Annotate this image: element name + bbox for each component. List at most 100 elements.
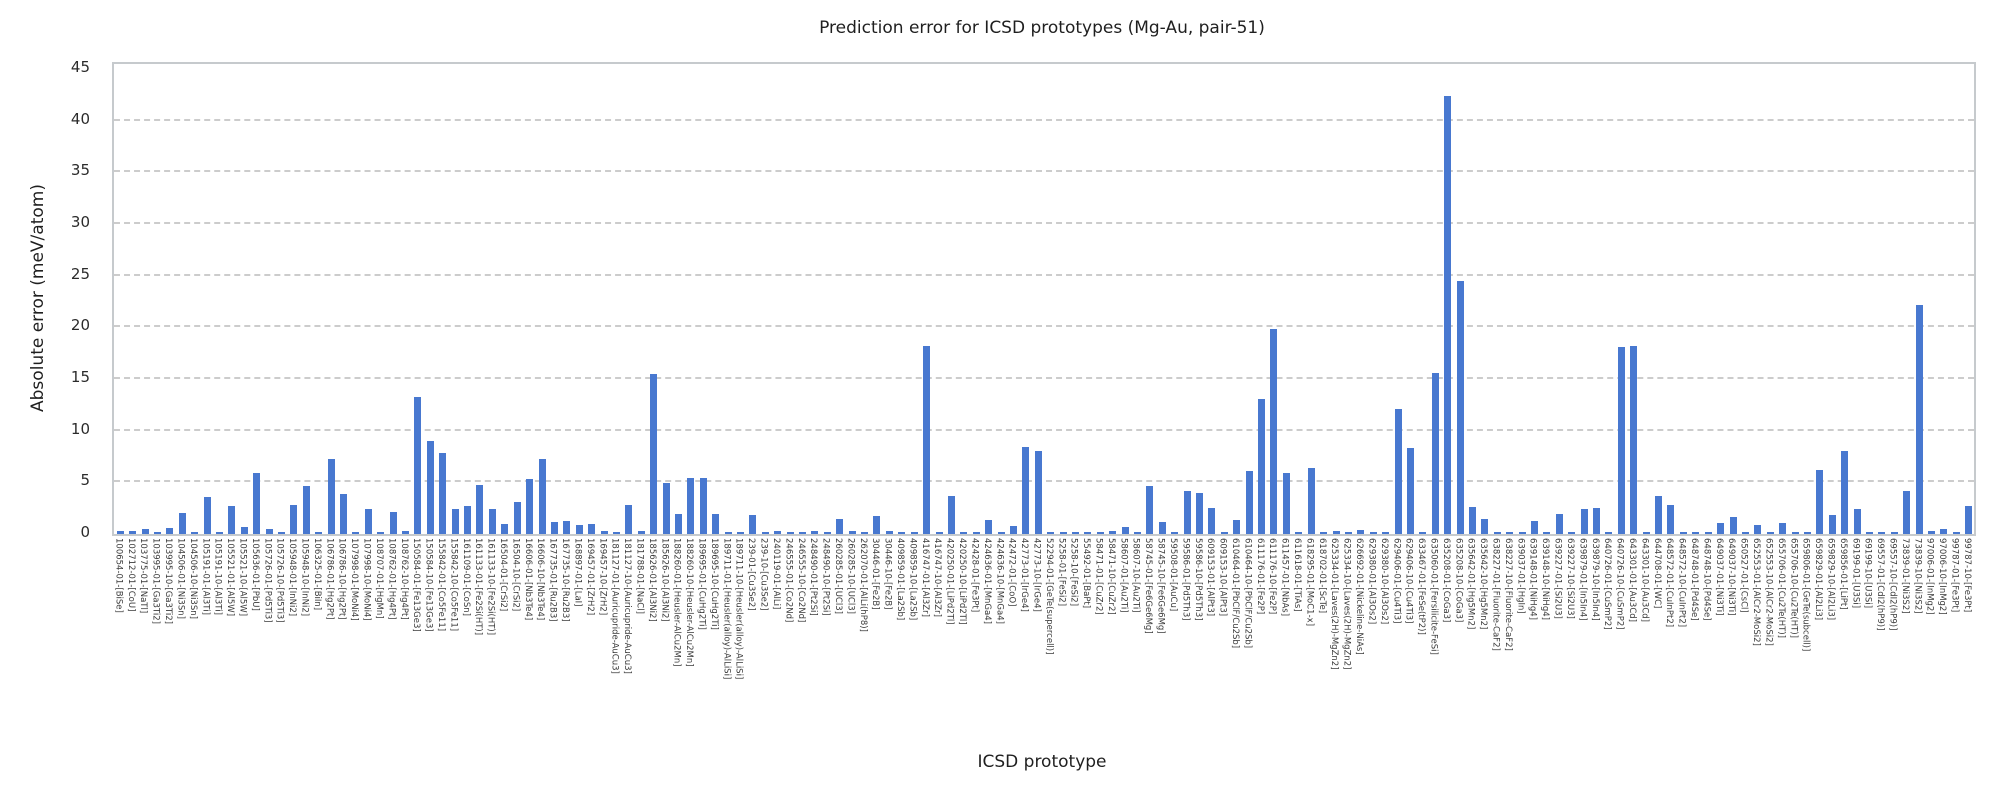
bar-slot — [263, 64, 275, 534]
x-tick-label: 648748-10-[Pd4Se] — [1701, 538, 1712, 621]
bar-slot — [176, 64, 188, 534]
bar-slot — [1801, 64, 1813, 534]
bar — [724, 531, 732, 534]
bar — [674, 514, 682, 534]
x-tick-label: 185626-10-[Al3Ni2] — [659, 538, 670, 622]
x-tick-label: 655706-01-[Cu2Te(HT)] — [1775, 538, 1786, 638]
bar — [476, 485, 484, 534]
gridline — [114, 118, 1974, 121]
x-tick-label: 108762-01-[Hg4Pt] — [386, 538, 397, 620]
bar — [451, 509, 459, 534]
bar-slot — [1727, 64, 1739, 534]
bar-slot — [1640, 64, 1652, 534]
bar — [1940, 528, 1948, 534]
bar — [1729, 517, 1737, 534]
bar — [1555, 514, 1563, 534]
bar — [1828, 515, 1836, 534]
y-tick-label: 0 — [80, 523, 90, 541]
x-tick-label: 644708-01-[WC] — [1651, 538, 1662, 609]
bar-slot — [1193, 64, 1205, 534]
bar — [364, 509, 372, 534]
bar-slot — [1690, 64, 1702, 534]
bar — [1506, 531, 1514, 534]
bar — [1096, 531, 1104, 534]
chart-title: Prediction error for ICSD prototypes (Mg… — [819, 18, 1265, 38]
bar-slot — [747, 64, 759, 534]
x-tick-label: 5258-10-[FeSi2] — [1068, 538, 1079, 607]
bar — [191, 531, 199, 534]
bar-slot — [474, 64, 486, 534]
bar-slot — [995, 64, 1007, 534]
bar — [153, 531, 161, 534]
bar-slot — [1677, 64, 1689, 534]
x-tick-label: 42773-10-[IrGe4] — [1031, 538, 1042, 612]
x-tick-label: 409859-01-[La2Sb] — [895, 538, 905, 621]
x-tick-label: 648748-01-[Pd4Se] — [1689, 538, 1699, 621]
bar-slot — [1504, 64, 1516, 534]
x-tick-label: 248490-01-[Pt2Si] — [808, 538, 819, 616]
x-tick-label: 99787-01-[Fe3Pt] — [1949, 538, 1960, 613]
x-tick-label: 105521-01-[Al5W] — [225, 538, 236, 617]
x-tick-label: 629380-10-[Al3Os2] — [1378, 538, 1389, 625]
x-tick-label: 16606-10-[Nb3Te4] — [535, 538, 546, 621]
x-tick-label: 239-01-[Cu3Se2] — [746, 538, 757, 611]
bar-slot — [1851, 64, 1863, 534]
bar — [1233, 519, 1241, 534]
x-tick-label: 618702-01-[ScTe] — [1316, 538, 1327, 614]
bar-slot — [337, 64, 349, 534]
bar — [885, 530, 893, 534]
x-tick-label: 618295-01-[MoC1-x] — [1304, 538, 1315, 627]
bar — [1431, 372, 1439, 534]
x-tick-label: 105521-10-[Al5W] — [237, 538, 248, 617]
x-tick-label: 185626-01-[Al3Ni2] — [646, 538, 657, 622]
x-tick-label: 629380-01-[Al3Os2] — [1366, 538, 1377, 625]
x-tick-label: 168897-01-[LaI] — [572, 538, 583, 607]
bar — [600, 530, 608, 534]
bar — [315, 531, 323, 534]
bar-slot — [1429, 64, 1441, 534]
x-tick-label: 611457-01-[NbAs] — [1279, 538, 1290, 617]
gridline — [114, 221, 1974, 224]
bar — [1270, 329, 1278, 534]
bar — [960, 531, 968, 534]
x-tick-label: 611176-10-[Fe2P] — [1267, 538, 1278, 615]
x-tick-label: 104506-01-[Ni3Sn] — [175, 538, 186, 619]
x-tick-label: 58607-01-[Au2Ti] — [1118, 538, 1129, 613]
x-tick-label: 409859-10-[La2Sb] — [907, 538, 918, 621]
bar-slot — [399, 64, 411, 534]
bar — [687, 478, 695, 534]
bar — [1344, 531, 1352, 534]
bar — [1667, 505, 1675, 534]
x-tick-label: 161109-01-[CoSn] — [460, 538, 471, 616]
x-tick-label: 150584-01-[Fe13Ge3] — [411, 538, 422, 632]
bar-slot — [1379, 64, 1391, 534]
x-tick-label: 420250-10-[LiPd2Tl] — [957, 538, 968, 625]
bar-slot — [623, 64, 635, 534]
x-tick-label: 260285-01-[UCl3] — [832, 538, 843, 614]
y-tick-label: 15 — [70, 367, 90, 386]
x-axis-ticks: 100654-01-[BiSe] 102712-01-[CoU] 103775-01… — [112, 538, 1972, 773]
bar — [1295, 531, 1303, 534]
bar — [1196, 492, 1204, 534]
bar-slot — [1702, 64, 1714, 534]
bar — [1146, 486, 1154, 534]
x-tick-label: 30446-10-[Fe2B] — [882, 538, 893, 610]
bar — [563, 520, 571, 534]
bar — [1481, 518, 1489, 534]
bar-slot — [1814, 64, 1826, 534]
bar — [1568, 531, 1576, 534]
bar — [402, 530, 410, 534]
bar — [699, 478, 707, 534]
bar-slot — [1330, 64, 1342, 534]
bar-slot — [1218, 64, 1230, 534]
bar — [265, 528, 273, 534]
bar-slot — [1057, 64, 1069, 534]
x-tick-label: 416747-01-[Al3Zr] — [919, 538, 930, 617]
x-tick-label: 635642-01-[Hg5Mn2] — [1465, 538, 1476, 630]
x-tick-label: 629406-01-[Cu4Ti3] — [1391, 538, 1402, 624]
x-tick-label: 649037-10-[Ni3Ti] — [1726, 538, 1737, 616]
bar-slot — [1156, 64, 1168, 534]
y-tick-label: 10 — [70, 419, 90, 438]
bar — [923, 345, 931, 534]
x-tick-label: 610464-10-[PbClF/Cu2Sb] — [1242, 538, 1253, 649]
